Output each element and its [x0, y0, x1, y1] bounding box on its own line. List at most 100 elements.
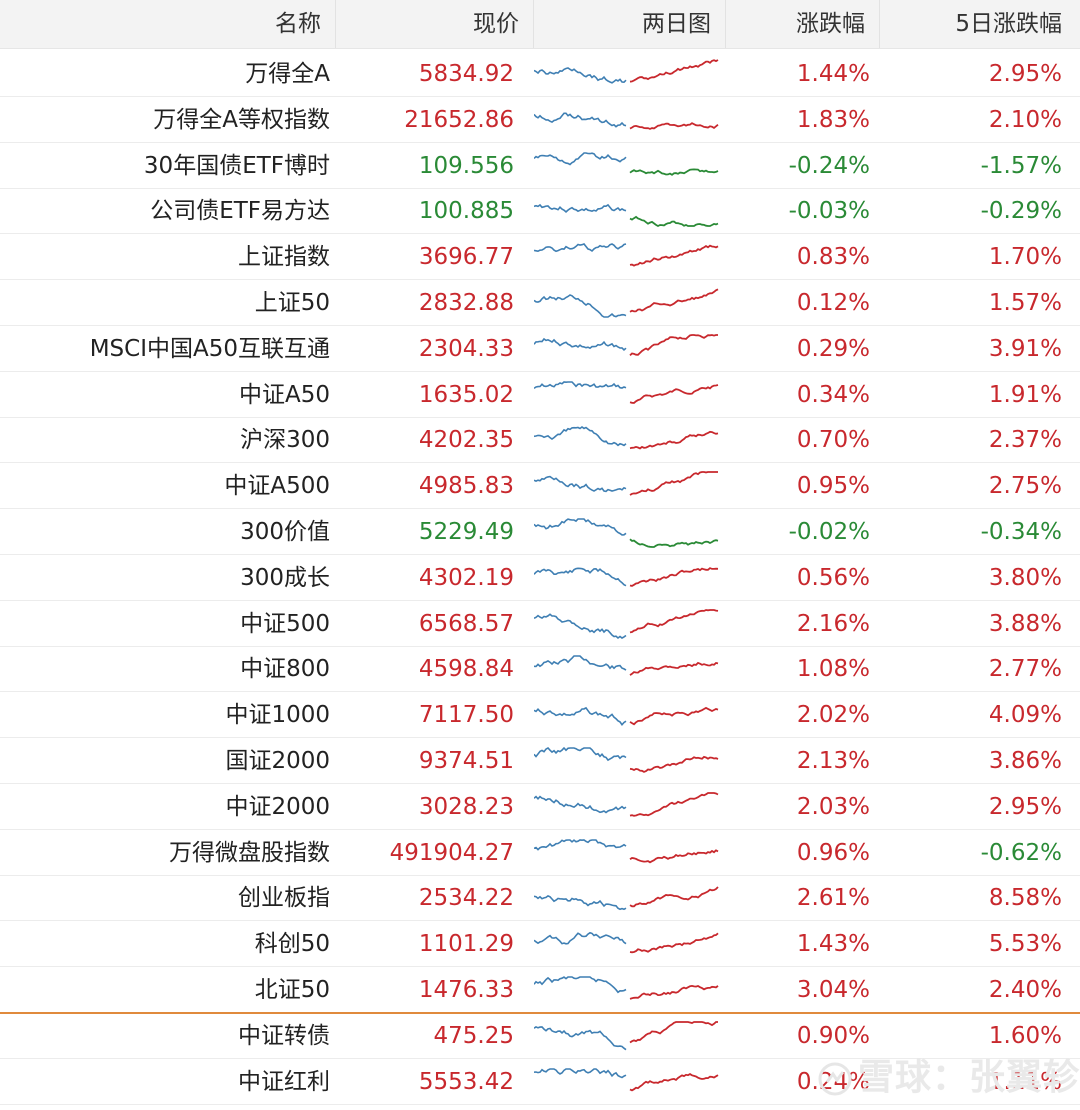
today-line	[629, 1021, 718, 1044]
two-day-sparkline[interactable]	[534, 699, 720, 732]
table-row[interactable]: 万得全A 5834.92 1.44% 2.95%	[0, 52, 1080, 97]
header-two-day-chart[interactable]: 两日图	[534, 0, 726, 48]
today-line	[629, 755, 719, 773]
two-day-sparkline[interactable]	[534, 882, 720, 915]
today-line	[629, 984, 719, 1000]
prev-day-line	[534, 243, 627, 253]
current-price: 2832.88	[418, 290, 514, 316]
current-price: 3028.23	[418, 794, 514, 820]
change-percent: 0.56%	[796, 565, 870, 591]
change-percent: 0.96%	[796, 840, 870, 866]
two-day-sparkline[interactable]	[534, 333, 720, 366]
today-line	[629, 430, 719, 450]
table-row[interactable]: 中证500 6568.57 2.16% 3.88%	[0, 602, 1080, 647]
table-row[interactable]: 30年国债ETF博时 109.556 -0.24% -1.57%	[0, 144, 1080, 189]
table-row[interactable]: 国证2000 9374.51 2.13% 3.86%	[0, 739, 1080, 784]
change-5d-percent: 2.95%	[988, 61, 1062, 87]
two-day-sparkline[interactable]	[534, 745, 720, 778]
two-day-sparkline[interactable]	[534, 287, 720, 320]
change-percent: -0.24%	[788, 153, 870, 179]
change-percent: 0.34%	[796, 382, 870, 408]
change-5d-percent: 2.10%	[988, 107, 1062, 133]
current-price: 2304.33	[418, 336, 514, 362]
two-day-sparkline[interactable]	[534, 241, 720, 274]
table-row[interactable]: 科创50 1101.29 1.43% 5.53%	[0, 922, 1080, 967]
index-name: 中证800	[240, 656, 330, 682]
index-name: 中证转债	[238, 1023, 330, 1049]
change-percent: -0.03%	[788, 198, 870, 224]
change-percent: 0.83%	[796, 244, 870, 270]
change-percent: 2.03%	[796, 794, 870, 820]
prev-day-line	[534, 426, 627, 447]
table-row[interactable]: 300成长 4302.19 0.56% 3.80%	[0, 556, 1080, 601]
header-name[interactable]: 名称	[0, 0, 336, 48]
today-line	[629, 609, 719, 634]
table-row[interactable]: 上证50 2832.88 0.12% 1.57%	[0, 281, 1080, 326]
table-row[interactable]: 万得全A等权指数 21652.86 1.83% 2.10%	[0, 98, 1080, 143]
table-row[interactable]: 沪深300 4202.35 0.70% 2.37%	[0, 418, 1080, 463]
two-day-sparkline[interactable]	[534, 195, 720, 228]
two-day-sparkline[interactable]	[534, 150, 720, 183]
two-day-sparkline[interactable]	[534, 1066, 720, 1099]
table-row[interactable]: 北证50 1476.33 3.04% 2.40%	[0, 968, 1080, 1013]
index-name: 创业板指	[238, 885, 330, 911]
change-percent: 1.08%	[796, 656, 870, 682]
table-row[interactable]: 中证800 4598.84 1.08% 2.77%	[0, 647, 1080, 692]
two-day-sparkline[interactable]	[534, 562, 720, 595]
index-name: 科创50	[254, 931, 330, 957]
change-percent: 1.83%	[796, 107, 870, 133]
two-day-sparkline[interactable]	[534, 928, 720, 961]
table-row[interactable]: 万得微盘股指数 491904.27 0.96% -0.62%	[0, 831, 1080, 876]
table-row[interactable]: 中证转债 475.25 0.90% 1.60%	[0, 1014, 1080, 1059]
two-day-sparkline[interactable]	[534, 608, 720, 641]
header-change-5d[interactable]: 5日涨跌幅	[955, 11, 1062, 37]
change-5d-percent: 3.91%	[988, 336, 1062, 362]
index-name: 万得微盘股指数	[169, 840, 330, 866]
prev-day-line	[534, 613, 627, 640]
table-row[interactable]: 创业板指 2534.22 2.61% 8.58%	[0, 876, 1080, 921]
two-day-sparkline[interactable]	[534, 1020, 720, 1053]
header-change[interactable]: 涨跌幅	[726, 0, 880, 48]
index-name: 沪深300	[240, 427, 330, 453]
two-day-sparkline[interactable]	[534, 379, 720, 412]
prev-day-line	[534, 381, 627, 389]
change-5d-percent: 1.11%	[988, 1069, 1062, 1095]
table-row[interactable]: 中证A50 1635.02 0.34% 1.91%	[0, 373, 1080, 418]
table-row[interactable]: 公司债ETF易方达 100.885 -0.03% -0.29%	[0, 189, 1080, 234]
table-row[interactable]: 上证指数 3696.77 0.83% 1.70%	[0, 235, 1080, 280]
watermark-text: 雪球：张翼轸	[858, 1057, 1080, 1098]
header-price[interactable]: 现价	[336, 0, 534, 48]
two-day-sparkline[interactable]	[534, 424, 720, 457]
table-row[interactable]: 中证A500 4985.83 0.95% 2.75%	[0, 464, 1080, 509]
prev-day-line	[534, 1068, 627, 1079]
today-line	[629, 849, 719, 864]
table-row[interactable]: 中证2000 3028.23 2.03% 2.95%	[0, 785, 1080, 830]
two-day-sparkline[interactable]	[534, 470, 720, 503]
today-line	[629, 661, 719, 676]
prev-day-line	[534, 655, 627, 671]
two-day-sparkline[interactable]	[534, 974, 720, 1007]
today-line	[629, 122, 719, 130]
two-day-sparkline[interactable]	[534, 516, 720, 549]
table-row[interactable]: 中证1000 7117.50 2.02% 4.09%	[0, 693, 1080, 738]
change-percent: 1.43%	[796, 931, 870, 957]
table-row[interactable]: MSCI中国A50互联互通 2304.33 0.29% 3.91%	[0, 327, 1080, 372]
two-day-sparkline[interactable]	[534, 837, 720, 870]
index-name: 中证2000	[225, 794, 330, 820]
two-day-sparkline[interactable]	[534, 104, 720, 137]
current-price: 7117.50	[418, 702, 514, 728]
two-day-sparkline[interactable]	[534, 58, 720, 91]
change-5d-percent: 2.37%	[988, 427, 1062, 453]
two-day-sparkline[interactable]	[534, 653, 720, 686]
two-day-sparkline[interactable]	[534, 791, 720, 824]
prev-day-line	[534, 567, 627, 587]
prev-day-line	[534, 894, 627, 911]
table-row[interactable]: 300价值 5229.49 -0.02% -0.34%	[0, 510, 1080, 555]
change-5d-percent: 1.57%	[988, 290, 1062, 316]
current-price: 3696.77	[418, 244, 514, 270]
current-price: 21652.86	[404, 107, 514, 133]
change-percent: 2.61%	[796, 885, 870, 911]
today-line	[629, 244, 719, 267]
change-5d-percent: 8.58%	[988, 885, 1062, 911]
today-line	[629, 1073, 719, 1092]
